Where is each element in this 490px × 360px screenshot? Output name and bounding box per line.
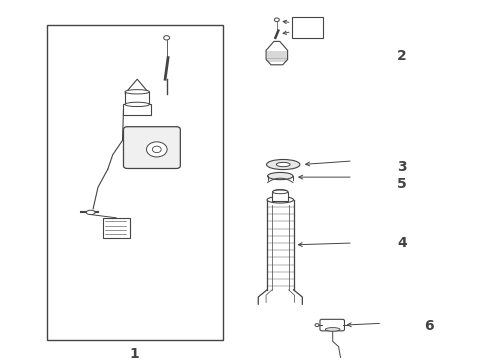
Polygon shape (125, 79, 149, 94)
Ellipse shape (125, 90, 149, 94)
FancyBboxPatch shape (320, 319, 344, 331)
Ellipse shape (325, 328, 340, 331)
Bar (272, 192, 288, 201)
Bar (47, 25, 223, 340)
Ellipse shape (276, 162, 290, 167)
Text: 5: 5 (397, 177, 407, 190)
Ellipse shape (152, 146, 161, 153)
Text: 6: 6 (424, 319, 434, 333)
Bar (123, 104, 151, 115)
Ellipse shape (267, 197, 294, 203)
Ellipse shape (86, 210, 95, 215)
Ellipse shape (147, 142, 167, 157)
Ellipse shape (164, 36, 170, 40)
Ellipse shape (125, 102, 149, 107)
Polygon shape (266, 41, 288, 65)
Ellipse shape (273, 189, 288, 194)
Bar (125, 92, 149, 104)
Ellipse shape (268, 172, 293, 180)
Text: 2: 2 (397, 49, 407, 63)
Ellipse shape (315, 324, 319, 327)
Ellipse shape (272, 190, 288, 194)
Text: 1: 1 (130, 347, 140, 360)
Ellipse shape (267, 159, 300, 170)
Bar (292, 17, 323, 38)
Ellipse shape (274, 18, 279, 22)
Text: 3: 3 (397, 161, 407, 174)
FancyBboxPatch shape (123, 127, 180, 168)
Bar (103, 218, 130, 238)
Text: 4: 4 (397, 236, 407, 250)
